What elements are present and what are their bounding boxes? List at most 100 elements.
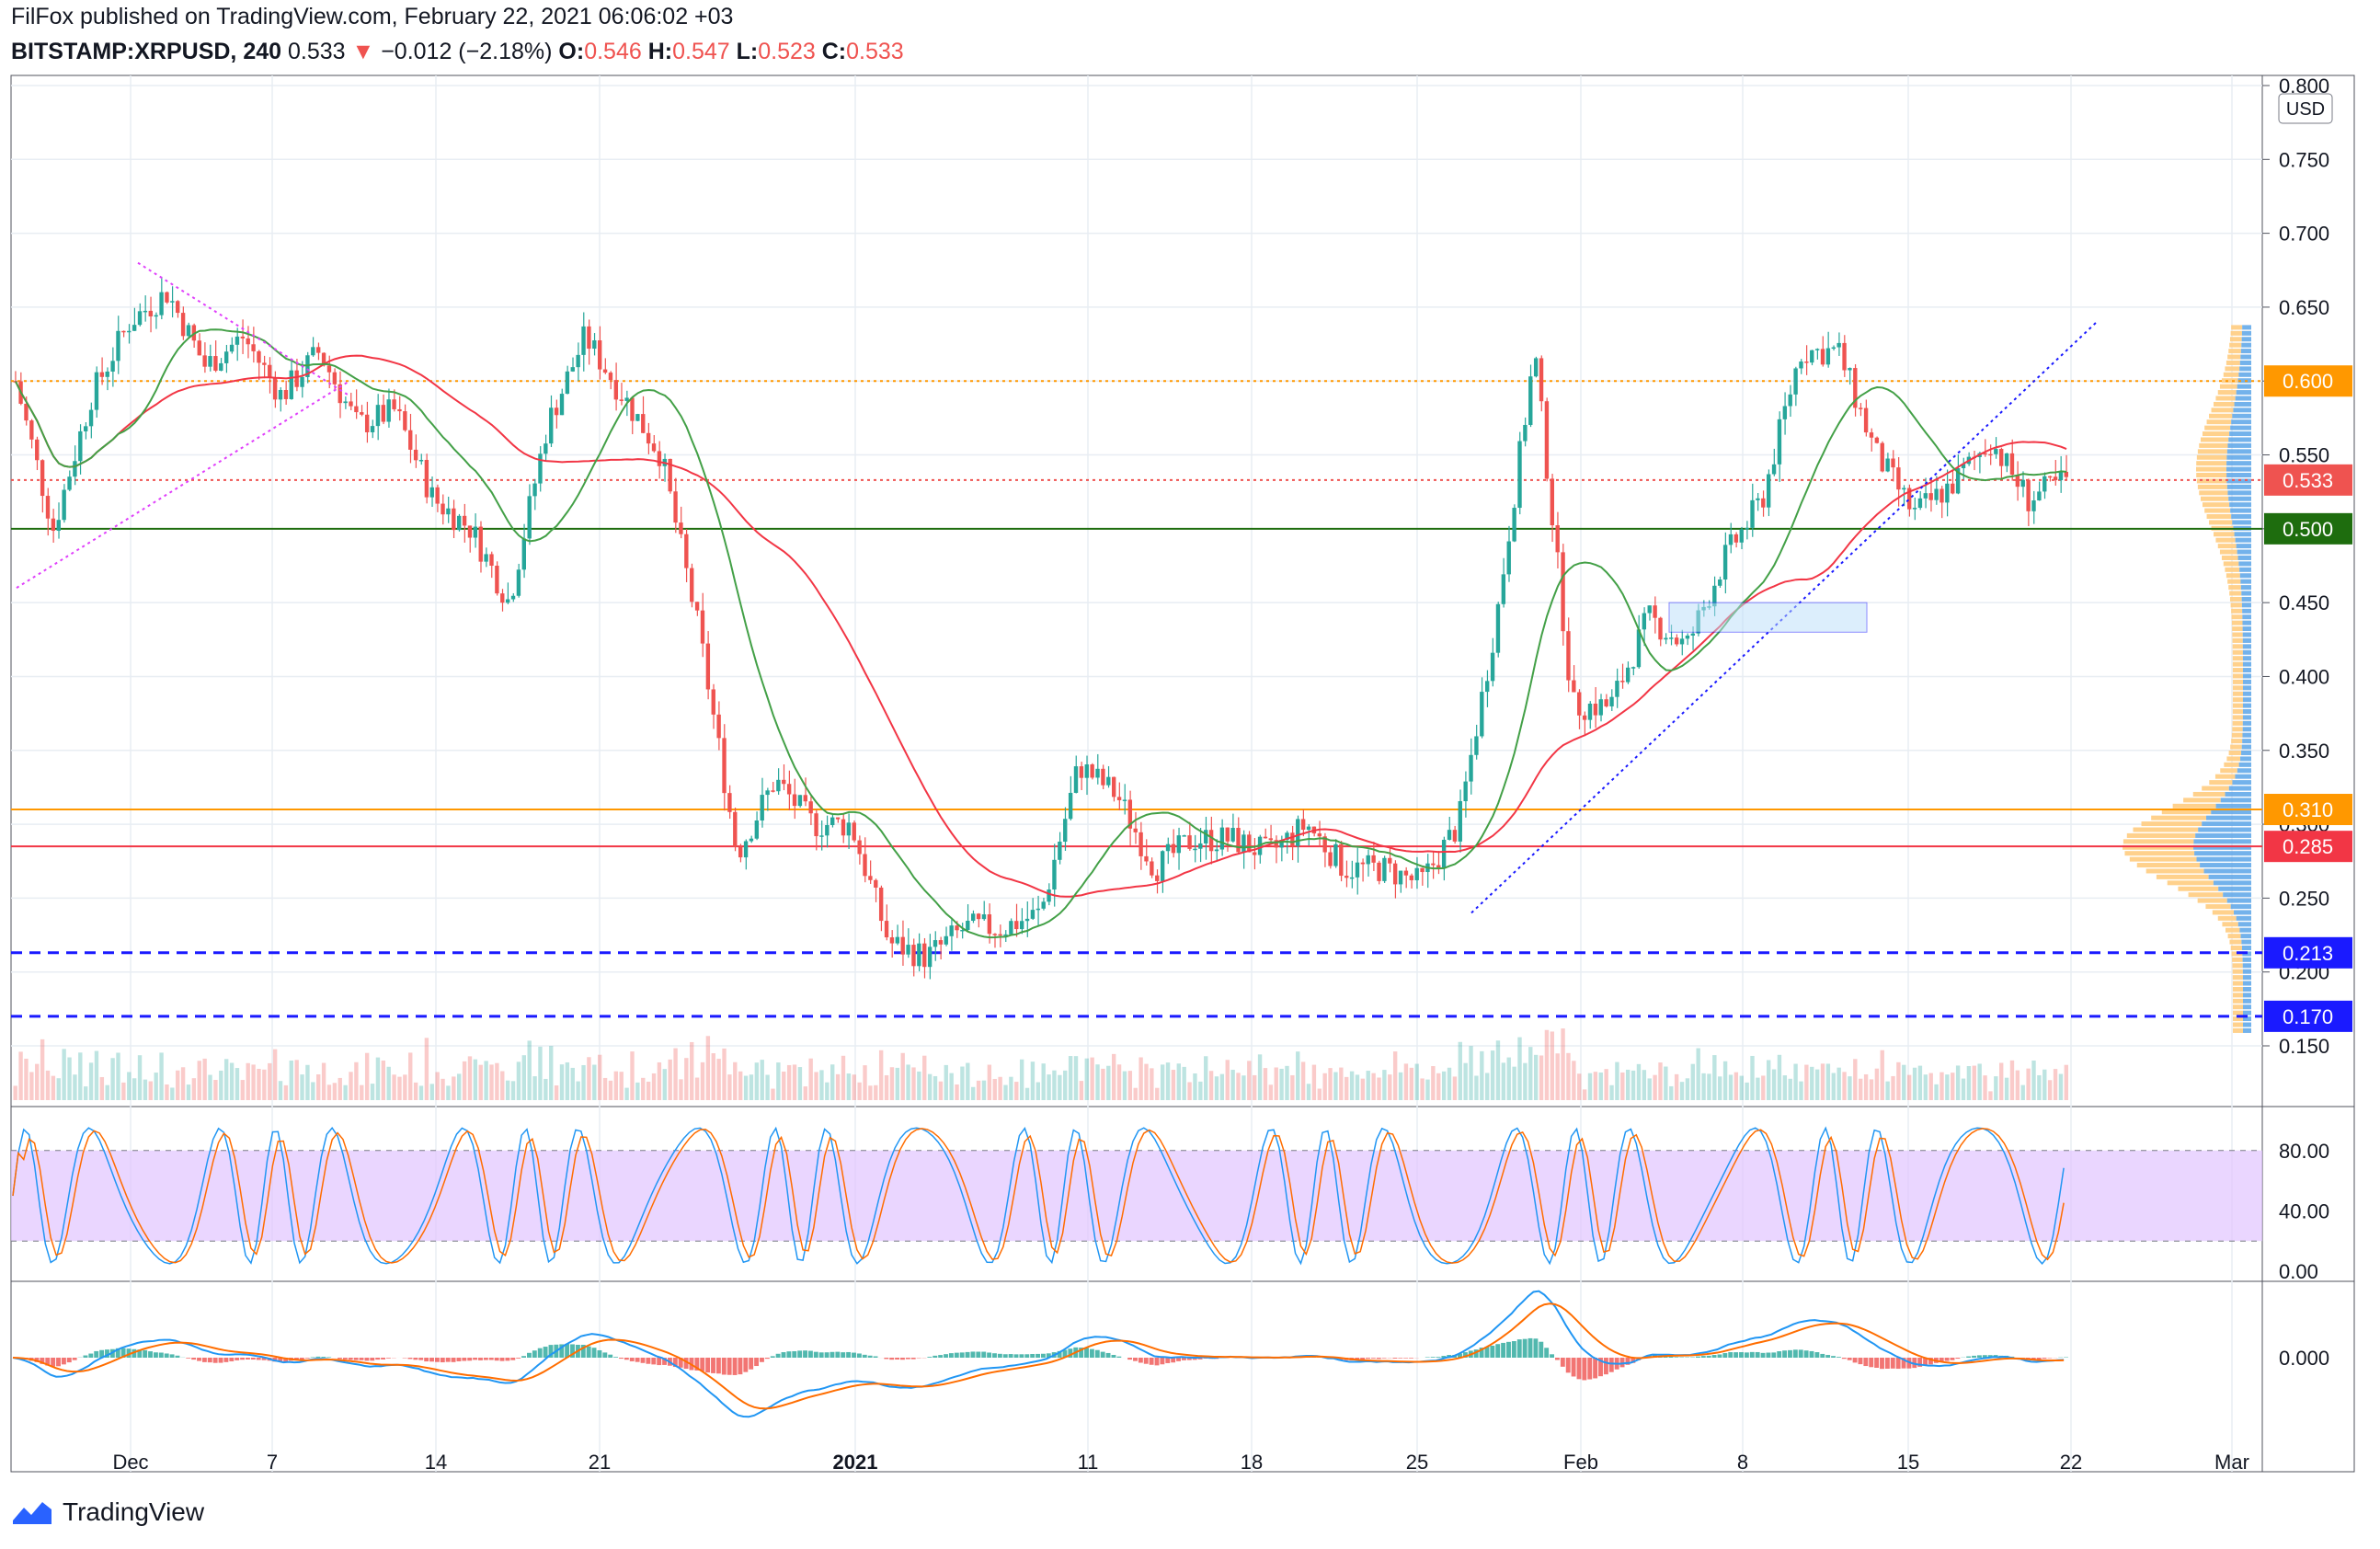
volume-profile-bar bbox=[2196, 466, 2226, 472]
volume-bar bbox=[797, 1067, 803, 1100]
volume-bar bbox=[1642, 1070, 1647, 1100]
volume-profile-bar bbox=[2242, 691, 2251, 696]
candle-body bbox=[895, 936, 900, 944]
volume-bar bbox=[1561, 1028, 1565, 1100]
volume-bar bbox=[1009, 1076, 1013, 1100]
candle-body bbox=[338, 384, 342, 404]
level-badge bbox=[2264, 365, 2352, 397]
candle-body bbox=[403, 411, 407, 430]
macd-histogram-bar bbox=[1631, 1358, 1636, 1363]
macd-histogram-bar bbox=[1836, 1357, 1841, 1358]
candle-body bbox=[608, 373, 613, 381]
candle-body bbox=[630, 397, 635, 421]
volume-bar bbox=[132, 1078, 137, 1100]
volume-profile-bar bbox=[2227, 579, 2241, 584]
macd-histogram-bar bbox=[732, 1358, 738, 1375]
volume-profile-bar bbox=[2232, 668, 2243, 673]
volume-profile-bar bbox=[2232, 656, 2243, 661]
volume-bar bbox=[408, 1052, 413, 1100]
candle-body bbox=[976, 913, 981, 920]
stoch-k-line bbox=[12, 1126, 2065, 1266]
x-tick-label: 14 bbox=[425, 1451, 447, 1474]
volume-bar bbox=[1539, 1055, 1544, 1100]
tradingview-logo[interactable]: TradingView bbox=[11, 1497, 204, 1527]
macd-histogram-bar bbox=[1192, 1358, 1197, 1360]
volume-bar bbox=[1111, 1053, 1116, 1100]
candle-body bbox=[116, 330, 120, 361]
volume-bar bbox=[180, 1067, 186, 1100]
volume-bar bbox=[1609, 1084, 1614, 1100]
range-box bbox=[1668, 602, 1868, 633]
candle-body bbox=[1988, 453, 1993, 456]
volume-bar bbox=[473, 1059, 478, 1100]
volume-profile-bar bbox=[2192, 791, 2226, 797]
volume-bar bbox=[45, 1070, 51, 1100]
macd-histogram-bar bbox=[640, 1358, 646, 1363]
candle-body bbox=[1582, 715, 1587, 720]
candle-body bbox=[1658, 617, 1663, 640]
volume-profile-bar bbox=[2218, 886, 2251, 891]
candle-body bbox=[251, 344, 256, 351]
candle-body bbox=[987, 914, 992, 935]
macd-histogram-bar bbox=[1381, 1358, 1387, 1359]
volume-profile-bar bbox=[2202, 502, 2230, 508]
candle-body bbox=[1896, 467, 1901, 490]
volume-bar bbox=[754, 1062, 760, 1100]
x-tick-label: 15 bbox=[1897, 1451, 1919, 1474]
candle-body bbox=[94, 372, 99, 410]
macd-histogram-bar bbox=[451, 1358, 456, 1362]
macd-histogram-bar bbox=[1950, 1358, 1955, 1360]
volume-bar bbox=[1836, 1067, 1841, 1100]
x-tick-label: 2021 bbox=[833, 1451, 878, 1474]
volume-bar bbox=[1923, 1074, 1928, 1100]
candle-body bbox=[1355, 862, 1360, 878]
macd-histogram-bar bbox=[1501, 1342, 1506, 1358]
volume-bar bbox=[1820, 1063, 1825, 1100]
volume-bar bbox=[841, 1055, 846, 1100]
candle-body bbox=[2004, 453, 2009, 466]
volume-profile-bar bbox=[2232, 963, 2243, 969]
macd-histogram-bar bbox=[1668, 1356, 1674, 1358]
volume-bar bbox=[749, 1074, 754, 1100]
candle-body bbox=[960, 929, 965, 932]
volume-profile-bar bbox=[2242, 649, 2251, 655]
volume-bar bbox=[83, 1086, 88, 1100]
candle-body bbox=[418, 459, 424, 462]
macd-histogram-bar bbox=[1133, 1358, 1138, 1361]
volume-profile-bar bbox=[2232, 993, 2243, 998]
volume-profile-bar bbox=[2230, 425, 2251, 430]
volume-profile-bar bbox=[2232, 679, 2243, 684]
volume-bar bbox=[738, 1071, 743, 1100]
macd-histogram-bar bbox=[1625, 1358, 1631, 1365]
symbol-name[interactable]: BITSTAMP:XRPUSD, 240 bbox=[11, 39, 282, 64]
candle-body bbox=[1204, 830, 1208, 843]
macd-histogram-bar bbox=[499, 1358, 505, 1361]
volume-profile-bar bbox=[2242, 673, 2251, 679]
volume-bar bbox=[1279, 1068, 1284, 1100]
volume-profile-bar bbox=[2213, 880, 2251, 886]
candle-body bbox=[814, 813, 818, 837]
volume-profile-bar bbox=[2232, 697, 2243, 703]
candle-body bbox=[197, 340, 201, 356]
volume-bar bbox=[2037, 1074, 2042, 1100]
volume-profile-bar bbox=[2230, 508, 2251, 513]
macd-histogram-bar bbox=[148, 1351, 153, 1358]
macd-histogram-bar bbox=[40, 1358, 45, 1364]
macd-histogram-bar bbox=[1825, 1355, 1831, 1358]
volume-bar bbox=[1230, 1070, 1235, 1100]
volume-profile-bar bbox=[2232, 780, 2251, 786]
volume-bar bbox=[321, 1062, 326, 1100]
candle-body bbox=[1063, 819, 1068, 843]
candle-body bbox=[154, 315, 158, 317]
volume-profile-bar bbox=[2234, 401, 2251, 407]
macd-histogram-bar bbox=[381, 1358, 386, 1360]
candle-body bbox=[1274, 840, 1278, 848]
volume-profile-bar bbox=[2206, 513, 2232, 519]
volume-bar bbox=[516, 1061, 521, 1100]
macd-histogram-bar bbox=[807, 1350, 813, 1358]
volume-bar bbox=[1296, 1051, 1300, 1100]
symbol-line: BITSTAMP:XRPUSD, 240 0.533 ▼ −0.012 (−2.… bbox=[11, 39, 904, 65]
candle-body bbox=[1880, 442, 1884, 472]
volume-profile-bar bbox=[2242, 608, 2251, 614]
